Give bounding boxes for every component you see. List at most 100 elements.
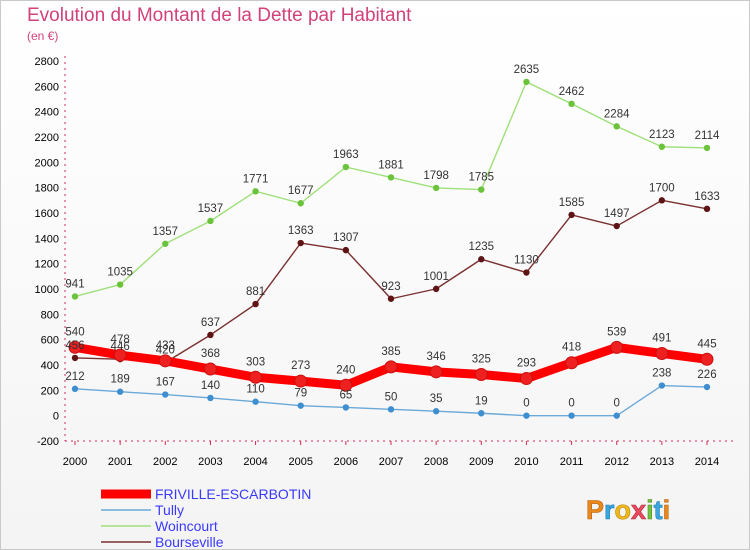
y-tick-label: 1600 [35, 208, 59, 220]
data-point [384, 360, 398, 374]
data-point [297, 239, 304, 247]
data-point [207, 217, 214, 225]
data-label: 65 [339, 389, 352, 401]
data-point [297, 200, 304, 207]
data-point [162, 240, 169, 247]
data-point [658, 143, 666, 150]
series-tully [71, 382, 711, 419]
chart-unit: (en €) [27, 29, 59, 43]
data-label: 941 [65, 278, 84, 290]
data-label: 325 [472, 354, 491, 366]
data-label: 637 [201, 317, 220, 329]
data-point [252, 398, 259, 405]
data-point [387, 406, 395, 413]
y-tick-label: 2000 [35, 157, 59, 169]
data-point [252, 300, 259, 308]
series-woincourt [71, 78, 711, 300]
data-label: 240 [336, 364, 355, 376]
data-labels: 212 189 167 140 110 79 65 50 35 19 0 0 0 238 226 456 446… [65, 64, 720, 410]
y-tick-label: 2600 [35, 81, 59, 93]
y-tick-label: 1400 [35, 233, 59, 245]
data-point [655, 346, 669, 360]
x-tick-label: 2008 [424, 456, 448, 468]
data-label: 110 [246, 384, 264, 396]
x-tick-label: 2007 [379, 456, 403, 468]
data-point [703, 383, 711, 391]
data-label: 19 [475, 395, 488, 407]
data-label: 1001 [423, 271, 449, 283]
data-point [429, 365, 443, 379]
x-tick-label: 2010 [514, 456, 538, 468]
x-tick-label: 2011 [560, 456, 584, 468]
data-label: 1537 [198, 203, 224, 215]
data-point [342, 404, 350, 411]
data-label: 1235 [468, 241, 494, 253]
data-label: 79 [294, 388, 307, 400]
y-tick-label: 400 [41, 360, 59, 372]
data-label: 2114 [695, 130, 720, 142]
data-label: 2123 [649, 129, 675, 141]
data-point [116, 388, 124, 395]
data-label: 0 [614, 398, 620, 410]
data-label: 1700 [649, 182, 675, 194]
y-tick-label: 2800 [35, 56, 59, 68]
data-point [249, 370, 263, 384]
data-label: 1785 [468, 172, 494, 184]
data-point [432, 285, 440, 293]
y-tick-label: 2200 [35, 132, 59, 144]
y-tick-label: 1200 [35, 259, 59, 271]
data-point [339, 378, 353, 392]
data-label: 1357 [152, 226, 178, 238]
series-layer [68, 78, 714, 419]
x-tick-label: 2013 [650, 456, 674, 468]
data-label: 1633 [694, 191, 720, 203]
data-label: 189 [111, 374, 130, 386]
data-label: 456 [65, 340, 84, 352]
data-label: 491 [652, 332, 671, 344]
legend-label: Tully [155, 502, 184, 518]
x-tick-label: 2012 [604, 456, 628, 468]
data-point [519, 372, 533, 386]
y-tick-label: 800 [41, 309, 59, 321]
data-label: 1497 [604, 208, 630, 220]
data-point [203, 362, 217, 376]
data-label: 881 [246, 286, 265, 298]
x-tick-label: 2005 [288, 456, 312, 468]
series-friville-escarbotin [68, 340, 714, 392]
y-tick-label: 0 [53, 411, 59, 423]
x-tick-label: 2004 [243, 456, 267, 468]
data-point [523, 269, 530, 276]
proxiti-logo: Proxiti [586, 495, 671, 526]
data-point [478, 186, 485, 193]
y-tick-label: 600 [41, 335, 59, 347]
data-point [703, 144, 711, 152]
data-point [700, 352, 714, 366]
x-tick-label: 2006 [334, 456, 358, 468]
data-label: 226 [697, 369, 716, 381]
legend-label: FRIVILLE-ESCARBOTIN [155, 486, 311, 502]
data-label: 303 [246, 356, 265, 368]
data-point [658, 382, 666, 389]
legend-label: Bourseville [155, 534, 224, 549]
data-point [294, 374, 308, 388]
data-point [387, 295, 395, 302]
data-point [568, 412, 575, 419]
data-point [613, 412, 620, 419]
data-point [342, 163, 350, 171]
data-point [523, 412, 530, 419]
data-label: 1677 [288, 185, 314, 197]
data-point [387, 174, 395, 181]
x-tick-label: 2003 [198, 456, 222, 468]
legend-label: Woincourt [155, 518, 218, 534]
data-label: 1035 [107, 267, 133, 279]
y-tick-label: -200 [37, 436, 59, 448]
data-label: 445 [697, 338, 716, 350]
data-label: 35 [430, 393, 443, 405]
data-point [432, 408, 440, 415]
data-label: 540 [65, 326, 84, 338]
x-tick-label: 2002 [153, 456, 177, 468]
data-point [162, 391, 169, 398]
data-point [207, 394, 214, 402]
data-label: 1363 [288, 225, 314, 237]
